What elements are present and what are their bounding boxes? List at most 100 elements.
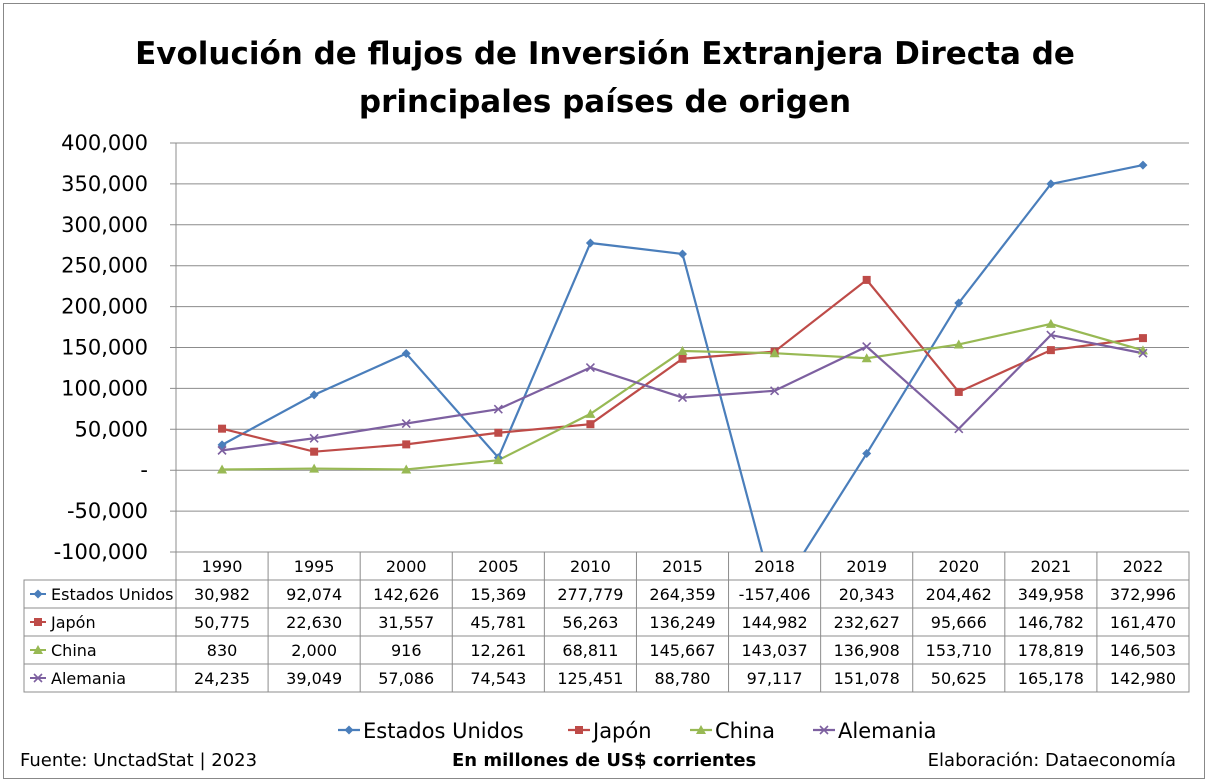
x-category-label: 2020 [938,557,979,576]
legend-label: Japón [591,719,652,743]
data-label: 136,908 [834,641,900,660]
data-label: 50,625 [931,669,987,688]
table-series-name: China [51,641,97,660]
data-label: 144,982 [742,613,808,632]
data-point-japn [586,420,595,429]
legend-label: China [715,719,775,743]
legend-marker [575,726,583,734]
data-label: 15,369 [470,585,526,604]
x-category-label: 2005 [478,557,519,576]
data-point-estados-unidos [1138,160,1148,170]
data-point-china [1137,345,1148,355]
plot-area [217,160,1148,552]
data-label: 56,263 [562,613,618,632]
data-point-estados-unidos [401,349,411,359]
data-point-estados-unidos [585,238,595,248]
data-label: 136,249 [649,613,715,632]
x-category-label: 2018 [754,557,795,576]
data-point-alemania [401,418,411,429]
x-category-label: 1995 [294,557,335,576]
data-point-china [861,353,872,363]
data-point-alemania [309,433,319,443]
y-tick-label: -50,000 [67,499,148,523]
data-point-alemania [217,445,227,455]
data-label: 92,074 [286,585,342,604]
legend-marker [344,725,354,735]
data-label: 161,470 [1110,613,1176,632]
table-legend-marker [33,673,43,683]
data-point-alemania [493,404,503,414]
table-series-name: Alemania [51,669,126,688]
table-series-name: Estados Unidos [51,585,173,604]
data-point-china [953,339,964,349]
data-label: 68,811 [562,641,618,660]
data-label: 31,557 [378,613,434,632]
data-label: 830 [207,641,238,660]
data-point-japn [310,447,319,456]
data-label: 264,359 [649,585,715,604]
table-series-name: Japón [50,613,96,632]
data-label: 145,667 [649,641,715,660]
x-category-label: 2015 [662,557,703,576]
data-label: 30,982 [194,585,250,604]
legend-marker [696,725,706,734]
data-point-estados-unidos [862,449,872,459]
y-tick-label: 350,000 [61,172,148,196]
data-label: 95,666 [931,613,987,632]
data-label: 142,980 [1110,669,1176,688]
x-category-label: 2000 [386,557,427,576]
x-category-label: 1990 [202,557,243,576]
data-point-china [217,464,228,474]
y-tick-label: 300,000 [61,213,148,237]
data-point-japn [494,428,503,437]
data-label: 277,779 [557,585,623,604]
data-point-japn [1138,334,1147,343]
data-point-china [585,408,596,418]
x-category-label: 2019 [846,557,887,576]
data-label: 20,343 [839,585,895,604]
chart-title-line-1: Evolución de flujos de Inversión Extranj… [135,36,1075,72]
y-tick-label: 200,000 [61,295,148,319]
y-tick-label: 400,000 [61,131,148,155]
legend-label: Alemania [838,719,936,743]
y-tick-label: 250,000 [61,254,148,278]
data-label: 24,235 [194,669,250,688]
legend-label: Estados Unidos [363,719,524,743]
data-label: 146,503 [1110,641,1176,660]
data-label: 916 [391,641,422,660]
data-label: -157,406 [739,585,811,604]
data-label: 153,710 [926,641,992,660]
data-point-china [769,348,780,358]
data-point-china [1045,318,1056,328]
data-point-alemania [585,363,595,373]
footer-source: Fuente: UnctadStat | 2023 [20,750,258,771]
data-label: 204,462 [926,585,992,604]
data-point-alemania [770,386,780,396]
data-label: 97,117 [747,669,803,688]
x-category-label: 2010 [570,557,611,576]
data-point-alemania [954,424,964,434]
data-point-alemania [862,342,872,352]
footer-author: Elaboración: Dataeconomía [927,750,1176,771]
table-legend-marker [33,589,43,599]
data-point-japn [678,354,687,363]
data-label: 45,781 [470,613,526,632]
data-label: 39,049 [286,669,342,688]
chart-title: Evolución de flujos de Inversión Extranj… [0,30,1210,126]
y-tick-label: 100,000 [61,376,148,400]
x-category-label: 2022 [1123,557,1164,576]
data-point-japn [862,275,871,284]
data-label: 349,958 [1018,585,1084,604]
data-label: 50,775 [194,613,250,632]
data-label: 12,261 [470,641,526,660]
data-label: 125,451 [557,669,623,688]
data-label: 22,630 [286,613,342,632]
chart-frame [3,3,1205,779]
data-point-japn [402,440,411,449]
y-tick-label: 50,000 [75,417,148,441]
x-category-label: 2021 [1031,557,1072,576]
data-label: 178,819 [1018,641,1084,660]
data-point-japn [954,387,963,396]
legend-marker [819,725,829,735]
